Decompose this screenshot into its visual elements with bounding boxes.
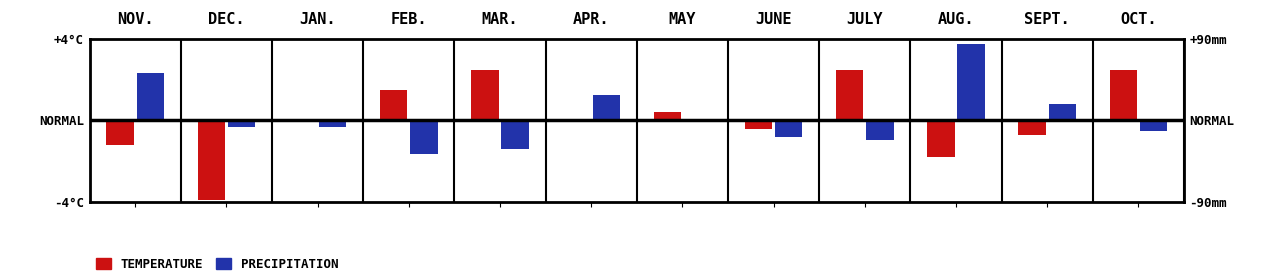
Bar xyxy=(502,120,529,149)
Bar xyxy=(867,120,893,140)
Bar xyxy=(836,70,864,120)
Bar xyxy=(593,95,620,120)
Bar xyxy=(1139,120,1167,131)
Bar xyxy=(228,120,255,127)
Bar xyxy=(774,120,803,137)
Bar xyxy=(137,73,164,120)
Bar xyxy=(410,120,438,154)
Bar xyxy=(1110,70,1137,120)
Bar xyxy=(106,120,134,145)
Bar xyxy=(471,70,499,120)
Bar xyxy=(319,120,347,127)
Legend: TEMPERATURE, PRECIPITATION: TEMPERATURE, PRECIPITATION xyxy=(96,258,338,271)
Bar xyxy=(1019,120,1046,135)
Bar xyxy=(380,90,407,120)
Bar xyxy=(927,120,955,157)
Bar xyxy=(197,120,225,200)
Bar xyxy=(745,120,772,129)
Bar xyxy=(957,44,984,120)
Bar xyxy=(654,112,681,120)
Bar xyxy=(1048,104,1076,120)
